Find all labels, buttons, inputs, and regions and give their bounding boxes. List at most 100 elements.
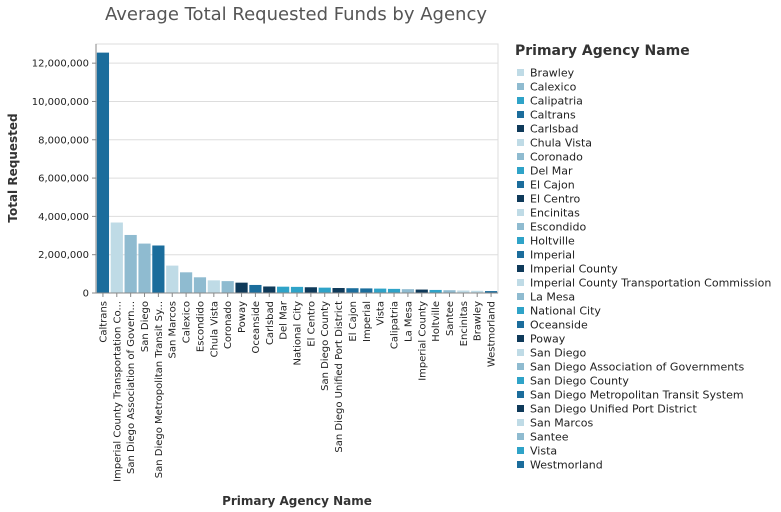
legend-swatch: [517, 153, 524, 160]
legend-swatch: [517, 97, 524, 104]
legend-title: Primary Agency Name: [515, 43, 690, 59]
x-tick-label: San Diego: [140, 301, 151, 352]
legend-swatch: [517, 83, 524, 90]
x-tick-label: San Diego Metropolitan Transit Sy...: [154, 301, 165, 478]
legend-swatch: [517, 391, 524, 398]
x-tick-label: Del Mar: [279, 300, 290, 340]
bar: [249, 284, 262, 293]
legend-item-label: Westmorland: [530, 459, 603, 472]
legend-item-label: Caltrans: [530, 109, 576, 122]
x-tick-label: El Cajon: [348, 301, 359, 342]
legend-swatch: [517, 181, 524, 188]
legend-swatch: [517, 237, 524, 244]
legend-item-label: Brawley: [530, 67, 575, 80]
y-tick-label: 0: [83, 289, 89, 300]
x-tick-label: Chula Vista: [209, 301, 220, 357]
bar: [193, 277, 207, 293]
chart-title: Average Total Requested Funds by Agency: [105, 4, 487, 25]
legend-swatch: [517, 349, 524, 356]
bar: [235, 282, 248, 293]
bar: [374, 288, 387, 293]
legend-item-label: Oceanside: [530, 319, 588, 332]
legend-swatch: [517, 139, 524, 146]
x-tick-label: El Centro: [306, 301, 317, 347]
bar: [346, 288, 359, 293]
x-tick-label: Encinitas: [459, 301, 470, 346]
legend-item-label: San Marcos: [530, 417, 593, 430]
legend-item-label: Imperial: [530, 249, 575, 262]
bar: [124, 234, 137, 293]
bar: [429, 289, 442, 293]
legend-swatch: [517, 461, 524, 468]
legend-item-label: San Diego Metropolitan Transit System: [530, 389, 744, 402]
bar: [290, 286, 304, 293]
legend-swatch: [517, 111, 524, 118]
bar: [110, 222, 123, 293]
x-tick-label: Santee: [445, 301, 456, 336]
legend-swatch: [517, 251, 524, 258]
legend-swatch: [517, 335, 524, 342]
x-tick-label: La Mesa: [403, 301, 414, 342]
x-tick-label: Escondido: [195, 301, 206, 352]
bar: [138, 243, 151, 293]
bar: [166, 265, 179, 293]
legend-item-label: Calexico: [530, 81, 577, 94]
x-tick-label: San Marcos: [168, 301, 179, 358]
legend-items: BrawleyCalexicoCalipatriaCaltransCarlsba…: [517, 67, 771, 472]
legend-item-label: San Diego: [530, 347, 586, 360]
x-tick-label: Brawley: [473, 301, 484, 341]
legend-swatch: [517, 363, 524, 370]
legend-swatch: [517, 321, 524, 328]
x-tick-label: San Diego County: [320, 301, 331, 391]
x-tick-label: Calexico: [182, 301, 193, 343]
legend-item-label: Del Mar: [530, 165, 573, 178]
y-axis: 0 2,000,000 4,000,000 6,000,000 8,000,000 10,…: [32, 44, 97, 300]
legend-swatch: [517, 223, 524, 230]
x-tick-label: Poway: [237, 301, 248, 333]
bar: [360, 288, 373, 293]
legend-item-label: El Cajon: [530, 179, 575, 192]
legend-item-label: La Mesa: [530, 291, 575, 304]
x-tick-label: National City: [293, 301, 304, 366]
legend-item-label: Encinitas: [530, 207, 580, 220]
legend-item-label: Chula Vista: [530, 137, 592, 150]
legend-item-label: Imperial County: [530, 263, 618, 276]
legend-item-label: San Diego Unified Port District: [530, 403, 697, 416]
legend-swatch: [517, 433, 524, 440]
bar: [277, 286, 290, 293]
legend-swatch: [517, 377, 524, 384]
y-tick-label: 6,000,000: [38, 174, 89, 185]
bar: [401, 289, 414, 293]
legend-swatch: [517, 195, 524, 202]
x-tick-label: Vista: [376, 301, 387, 326]
legend: Primary Agency Name BrawleyCalexicoCalip…: [515, 43, 771, 472]
legend-item-label: Santee: [530, 431, 569, 444]
bar: [471, 290, 484, 293]
bar: [221, 281, 234, 293]
x-tick-label: Carlsbad: [265, 301, 276, 345]
legend-item-label: San Diego County: [530, 375, 629, 388]
x-tick-label: Caltrans: [98, 301, 109, 343]
legend-swatch: [517, 279, 524, 286]
bar: [443, 290, 456, 293]
bar: [304, 287, 317, 293]
bar: [457, 290, 470, 293]
bar: [415, 289, 428, 293]
legend-swatch: [517, 447, 524, 454]
x-tick-label: Calipatria: [390, 301, 401, 349]
x-tick-label: Westmorland: [487, 301, 498, 367]
legend-item-label: Holtville: [530, 235, 575, 248]
legend-swatch: [517, 125, 524, 132]
x-tick-label: Imperial County Transportation Co...: [112, 301, 123, 482]
legend-item-label: San Diego Association of Governments: [530, 361, 745, 374]
legend-swatch: [517, 293, 524, 300]
bar: [387, 288, 401, 293]
bar: [484, 291, 498, 293]
x-tick-label: San Diego Unified Port District: [334, 301, 345, 453]
legend-swatch: [517, 69, 524, 76]
legend-swatch: [517, 405, 524, 412]
bar: [318, 287, 331, 293]
bar: [180, 272, 193, 293]
y-tick-label: 4,000,000: [38, 212, 89, 223]
legend-item-label: Escondido: [530, 221, 586, 234]
